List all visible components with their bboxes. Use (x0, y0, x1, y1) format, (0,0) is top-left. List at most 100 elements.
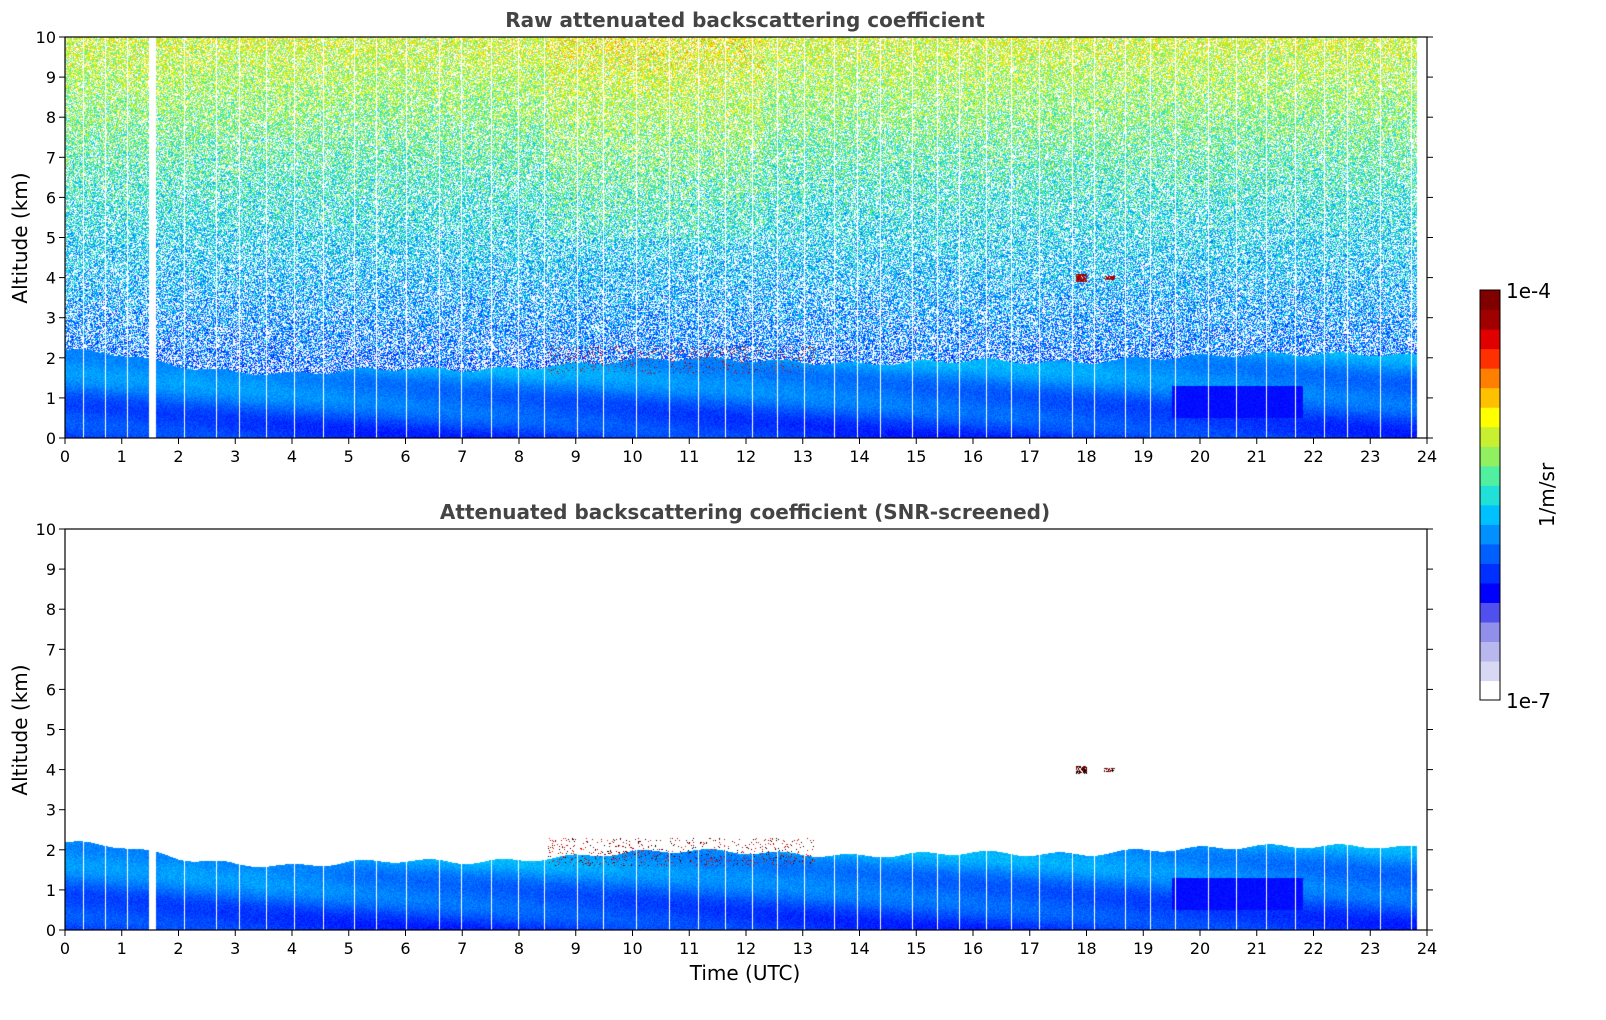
colorbar-step (1480, 582, 1500, 603)
colorbar-step (1480, 387, 1500, 408)
colorbar-frame (1479, 289, 1501, 701)
colorbar-step (1480, 602, 1500, 623)
screened-y-axis-label: Altitude (km) (8, 664, 32, 795)
colorbar-step (1480, 524, 1500, 545)
y-tick-label: 1 (46, 389, 56, 408)
x-tick-label: 12 (736, 939, 756, 958)
x-tick-label: 11 (679, 939, 699, 958)
colorbar-step (1480, 446, 1500, 467)
colorbar-step (1480, 407, 1500, 428)
x-tick-label: 13 (793, 939, 813, 958)
x-tick-label: 6 (400, 939, 410, 958)
x-tick-label: 24 (1417, 939, 1437, 958)
x-tick-label: 9 (571, 447, 581, 466)
colorbar-step (1480, 426, 1500, 447)
colorbar-step (1480, 329, 1500, 350)
x-tick-label: 16 (963, 447, 983, 466)
x-tick-label: 4 (287, 939, 297, 958)
y-tick-label: 6 (46, 680, 56, 699)
colorbar-step (1480, 504, 1500, 525)
x-tick-label: 2 (173, 447, 183, 466)
x-tick-label: 11 (679, 447, 699, 466)
x-tick-label: 19 (1133, 939, 1153, 958)
raw-backscatter-heatmap (65, 37, 1427, 438)
x-tick-label: 23 (1360, 939, 1380, 958)
y-tick-label: 8 (46, 108, 56, 127)
colorbar-step (1480, 563, 1500, 584)
x-tick-label: 0 (60, 447, 70, 466)
x-tick-label: 17 (1020, 447, 1040, 466)
panel-screened: Attenuated backscattering coefficient (S… (8, 500, 1437, 985)
time-axis-label: Time (UTC) (689, 961, 801, 985)
colorbar-step (1480, 485, 1500, 506)
y-tick-label: 8 (46, 600, 56, 619)
x-tick-label: 19 (1133, 447, 1153, 466)
panel-raw: Raw attenuated backscattering coefficien… (8, 8, 1437, 466)
x-tick-label: 21 (1247, 447, 1267, 466)
y-tick-label: 5 (46, 721, 56, 740)
screened-panel-title: Attenuated backscattering coefficient (S… (440, 500, 1050, 524)
x-tick-label: 1 (117, 447, 127, 466)
x-tick-label: 21 (1247, 939, 1267, 958)
raw-panel-title: Raw attenuated backscattering coefficien… (505, 8, 985, 32)
x-tick-label: 12 (736, 447, 756, 466)
x-tick-label: 9 (571, 939, 581, 958)
x-tick-label: 24 (1417, 447, 1437, 466)
colorbar-gradient (1480, 290, 1500, 701)
x-tick-label: 6 (400, 447, 410, 466)
colorbar-unit-label: 1/m/sr (1535, 462, 1559, 527)
raw-x-axis: 0 1 2 3 4 5 6 7 8 9 10 11 12 13 14 15 16 17 18 19 20 21 22 23 24 (60, 438, 1437, 466)
y-tick-label: 7 (46, 148, 56, 167)
y-tick-label: 10 (36, 28, 56, 47)
x-tick-label: 18 (1076, 939, 1096, 958)
x-tick-label: 2 (173, 939, 183, 958)
x-tick-label: 0 (60, 939, 70, 958)
y-tick-label: 9 (46, 68, 56, 87)
x-tick-label: 5 (344, 939, 354, 958)
screened-backscatter-heatmap (65, 529, 1427, 930)
x-tick-label: 8 (514, 939, 524, 958)
x-tick-label: 22 (1303, 447, 1323, 466)
y-tick-label: 6 (46, 188, 56, 207)
raw-y-axis: 0 1 2 3 4 5 6 7 8 9 10 (36, 28, 1433, 448)
x-tick-label: 18 (1076, 447, 1096, 466)
y-tick-label: 5 (46, 229, 56, 248)
x-tick-label: 23 (1360, 447, 1380, 466)
x-tick-label: 3 (230, 939, 240, 958)
colorbar-min-label: 1e-7 (1506, 689, 1551, 713)
x-tick-label: 14 (849, 939, 869, 958)
y-tick-label: 3 (46, 801, 56, 820)
y-tick-label: 1 (46, 881, 56, 900)
x-tick-label: 3 (230, 447, 240, 466)
y-tick-label: 0 (46, 429, 56, 448)
y-tick-label: 10 (36, 520, 56, 539)
x-tick-label: 1 (117, 939, 127, 958)
colorbar-step (1480, 465, 1500, 486)
x-tick-label: 7 (457, 447, 467, 466)
x-tick-label: 14 (849, 447, 869, 466)
y-tick-label: 2 (46, 841, 56, 860)
x-tick-label: 20 (1190, 939, 1210, 958)
x-tick-label: 5 (344, 447, 354, 466)
x-tick-label: 15 (906, 447, 926, 466)
colorbar-step (1480, 348, 1500, 369)
x-tick-label: 8 (514, 447, 524, 466)
colorbar-step (1480, 368, 1500, 389)
x-tick-label: 13 (793, 447, 813, 466)
screened-y-axis: 0 1 2 3 4 5 6 7 8 9 10 (36, 520, 1433, 940)
x-tick-label: 17 (1020, 939, 1040, 958)
raw-y-axis-label: Altitude (km) (8, 172, 32, 303)
x-tick-label: 10 (622, 939, 642, 958)
x-tick-label: 16 (963, 939, 983, 958)
colorbar-step (1480, 680, 1500, 701)
colorbar-step (1480, 290, 1500, 311)
colorbar-step (1480, 641, 1500, 662)
x-tick-label: 7 (457, 939, 467, 958)
x-tick-label: 4 (287, 447, 297, 466)
x-tick-label: 10 (622, 447, 642, 466)
colorbar-max-label: 1e-4 (1506, 279, 1551, 303)
colorbar-step (1480, 309, 1500, 330)
screened-x-axis: 0 1 2 3 4 5 6 7 8 9 10 11 12 13 14 15 16 17 18 19 20 21 22 23 24 (60, 930, 1437, 958)
y-tick-label: 2 (46, 349, 56, 368)
